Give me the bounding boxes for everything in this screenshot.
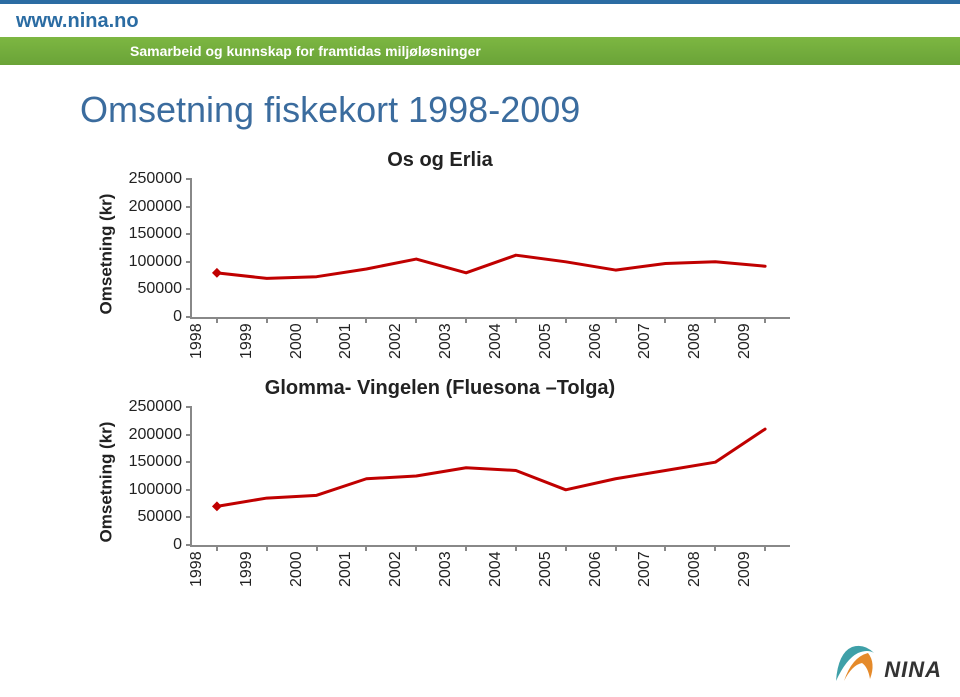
xtick-label: 2006 [587, 323, 605, 359]
chart-os-og-erlia: Os og Erlia Omsetning (kr) 0500001000001… [80, 149, 800, 359]
nina-logo-text: NINA [884, 657, 942, 683]
chart1-plot-area [190, 179, 790, 319]
page-title: Omsetning fiskekort 1998-2009 [80, 89, 960, 131]
xtick-label: 2001 [337, 323, 355, 359]
xtick-label: 2000 [288, 551, 306, 587]
chart-glomma-vingelen: Glomma- Vingelen (Fluesona –Tolga) Omset… [80, 377, 800, 587]
ytick-mark [186, 461, 192, 463]
xtick-label: 1998 [188, 551, 206, 587]
ytick-mark [186, 316, 192, 318]
xtick-label: 2004 [487, 551, 505, 587]
ytick-label: 250000 [129, 398, 182, 416]
xtick-label: 2007 [636, 323, 654, 359]
chart2-xticks: 1998 1999 2000 2001 2002 2003 2004 2005 2006 2007… [190, 549, 788, 587]
chart2-yticks: 050000100000150000200000250000 [110, 407, 182, 545]
ytick-mark [186, 489, 192, 491]
charts-container: Os og Erlia Omsetning (kr) 0500001000001… [80, 149, 880, 587]
xtick-label: 2008 [686, 551, 704, 587]
ytick-label: 100000 [129, 481, 182, 499]
xtick-label: 2004 [487, 323, 505, 359]
xtick-label: 2009 [736, 551, 754, 587]
nina-logo: NINA [834, 643, 942, 683]
xtick-label: 2006 [587, 551, 605, 587]
xtick-label: 2005 [537, 323, 555, 359]
xtick-label: 2002 [387, 551, 405, 587]
xtick-label: 2009 [736, 323, 754, 359]
ytick-mark [186, 206, 192, 208]
nina-logo-icon [834, 643, 878, 683]
xtick-label: 2007 [636, 551, 654, 587]
ytick-mark [186, 178, 192, 180]
ytick-label: 150000 [129, 453, 182, 471]
data-line [217, 429, 765, 506]
xtick-label: 2003 [437, 323, 455, 359]
ytick-mark [186, 544, 192, 546]
data-line [217, 255, 765, 278]
ytick-label: 100000 [129, 253, 182, 271]
chart1-line-svg [192, 179, 790, 317]
chart1-xticks: 1998 1999 2000 2001 2002 2003 2004 2005 2006 2007… [190, 321, 788, 359]
xtick-label: 1999 [238, 323, 256, 359]
ytick-label: 200000 [129, 426, 182, 444]
ytick-mark [186, 233, 192, 235]
ytick-mark [186, 516, 192, 518]
ytick-label: 0 [173, 536, 182, 554]
ytick-label: 150000 [129, 225, 182, 243]
ytick-mark [186, 434, 192, 436]
site-url: www.nina.no [0, 4, 960, 33]
xtick-label: 1999 [238, 551, 256, 587]
ytick-mark [186, 406, 192, 408]
xtick-label: 2000 [288, 323, 306, 359]
ytick-label: 0 [173, 308, 182, 326]
xtick-label: 2001 [337, 551, 355, 587]
start-marker [212, 501, 222, 511]
tagline-bar: Samarbeid og kunnskap for framtidas milj… [0, 37, 960, 65]
chart1-title: Os og Erlia [80, 149, 800, 172]
xtick-label: 2002 [387, 323, 405, 359]
xtick-label: 1998 [188, 323, 206, 359]
start-marker [212, 268, 222, 278]
ytick-mark [186, 261, 192, 263]
ytick-label: 200000 [129, 198, 182, 216]
ytick-label: 50000 [138, 280, 183, 298]
chart1-yticks: 050000100000150000200000250000 [110, 179, 182, 317]
xtick-label: 2008 [686, 323, 704, 359]
xtick-label: 2003 [437, 551, 455, 587]
tagline-text: Samarbeid og kunnskap for framtidas milj… [130, 43, 481, 59]
chart2-line-svg [192, 407, 790, 545]
ytick-mark [186, 288, 192, 290]
ytick-label: 50000 [138, 508, 183, 526]
chart2-plot-area [190, 407, 790, 547]
ytick-label: 250000 [129, 170, 182, 188]
chart2-title: Glomma- Vingelen (Fluesona –Tolga) [80, 377, 800, 400]
xtick-label: 2005 [537, 551, 555, 587]
